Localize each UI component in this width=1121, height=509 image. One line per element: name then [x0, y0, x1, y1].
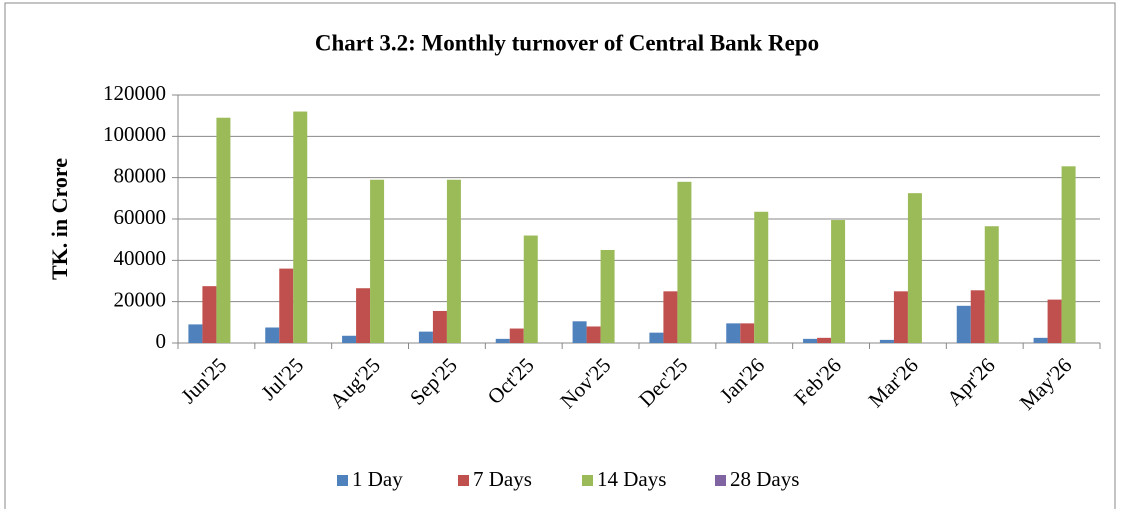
bar — [495, 338, 510, 343]
bar — [1061, 166, 1076, 343]
bar — [370, 179, 385, 343]
bar — [446, 179, 461, 343]
y-tick-label: 120000 — [103, 81, 166, 105]
legend-label: 28 Days — [730, 467, 799, 491]
y-tick-label: 40000 — [114, 246, 167, 270]
bar — [586, 326, 601, 343]
bar — [831, 220, 846, 343]
legend-swatch — [715, 475, 726, 486]
chart-frame — [4, 2, 1116, 509]
bar — [956, 305, 971, 343]
bar — [523, 235, 538, 343]
bar — [817, 337, 832, 343]
bar — [803, 338, 818, 343]
bar — [754, 211, 769, 343]
y-tick-label: 80000 — [114, 163, 167, 187]
y-axis-label: TK. in Crore — [47, 158, 72, 280]
legend-swatch — [337, 475, 348, 486]
bar — [740, 323, 755, 343]
bar — [907, 193, 922, 343]
bar — [432, 310, 447, 343]
bar — [1033, 337, 1048, 343]
bar — [265, 327, 280, 343]
bar — [216, 117, 231, 343]
y-tick-label: 20000 — [114, 287, 167, 311]
y-tick-label: 100000 — [103, 122, 166, 146]
y-tick-label: 60000 — [114, 205, 167, 229]
bar — [188, 324, 203, 343]
bar — [293, 111, 308, 344]
bar — [279, 268, 294, 343]
legend-label: 1 Day — [352, 467, 403, 491]
bar — [726, 323, 741, 343]
bar — [893, 291, 908, 343]
bar — [342, 335, 357, 343]
bar — [677, 181, 692, 343]
bar — [1047, 299, 1062, 343]
chart-title: Chart 3.2: Monthly turnover of Central B… — [315, 30, 819, 55]
bar — [509, 328, 524, 343]
bar — [984, 226, 999, 343]
legend-swatch — [458, 475, 469, 486]
y-tick-label: 0 — [156, 329, 167, 353]
legend-swatch — [582, 475, 593, 486]
bar — [663, 291, 678, 343]
bar — [970, 290, 985, 343]
bar — [879, 339, 894, 343]
legend-label: 7 Days — [473, 467, 532, 491]
bar — [649, 332, 664, 343]
legend-label: 14 Days — [597, 467, 666, 491]
bar — [600, 250, 615, 343]
bar — [356, 288, 371, 343]
bar — [572, 321, 587, 343]
bar — [418, 331, 433, 343]
bar — [202, 286, 217, 343]
